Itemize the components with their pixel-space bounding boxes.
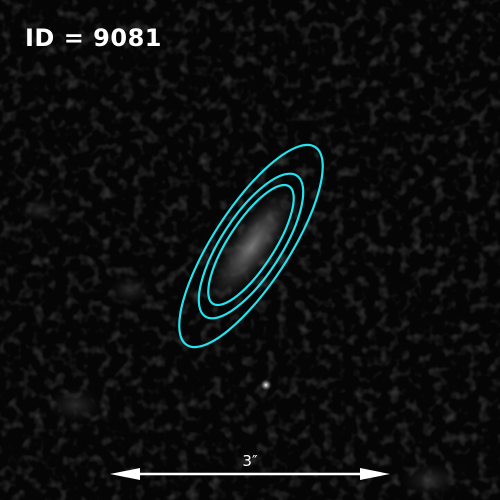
contour-middle (197, 172, 305, 320)
point-source (260, 379, 272, 391)
contour-inner (207, 183, 295, 307)
scale-bar-right-arrowhead (360, 468, 390, 480)
scale-bar-left-arrowhead (110, 468, 140, 480)
object-id-label: ID = 9081 (25, 24, 162, 52)
scale-bar (110, 468, 390, 480)
scale-bar-label: 3″ (242, 452, 258, 470)
galaxy (206, 185, 298, 307)
contour-outer (178, 143, 324, 349)
